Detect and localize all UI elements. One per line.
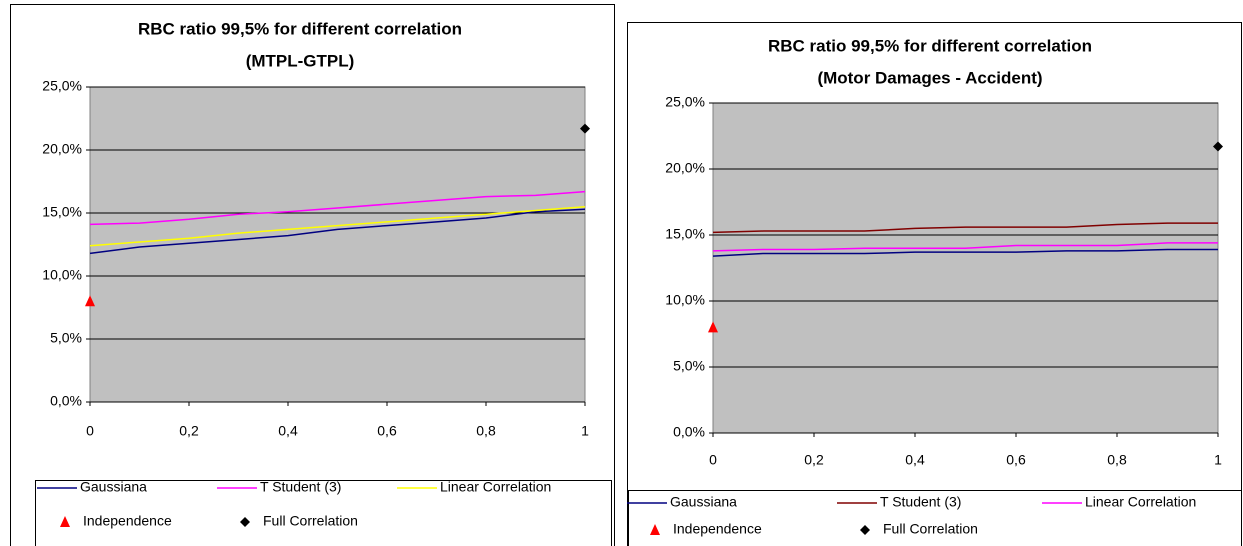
- x-tick-label: 0,2: [179, 423, 199, 439]
- x-tick-label: 0,2: [804, 452, 824, 468]
- legend-label: Independence: [83, 513, 172, 529]
- x-tick-label: 1: [1214, 452, 1222, 468]
- y-tick-label: 15,0%: [42, 204, 82, 220]
- point: [708, 321, 718, 333]
- point: [580, 123, 590, 134]
- legend-label: Linear Correlation: [1085, 494, 1196, 510]
- series-line: [89, 190, 586, 226]
- y-tick-label: 0,0%: [50, 393, 82, 409]
- legend-label: Independence: [673, 521, 762, 537]
- legend-label: T Student (3): [880, 494, 961, 510]
- chart-subtitle: (MTPL-GTPL): [246, 51, 355, 70]
- chart-title: RBC ratio 99,5% for different correlatio…: [138, 19, 462, 38]
- x-tick-label: 0,4: [278, 423, 298, 439]
- x-tick-label: 0,8: [476, 423, 496, 439]
- legend: [35, 480, 612, 546]
- x-tick-label: 0,6: [1006, 452, 1026, 468]
- y-tick-label: 15,0%: [665, 226, 705, 242]
- y-tick-label: 0,0%: [673, 424, 705, 440]
- y-tick-label: 25,0%: [665, 94, 705, 110]
- y-tick-label: 10,0%: [665, 292, 705, 308]
- x-tick-label: 0,6: [377, 423, 397, 439]
- legend-label: Gaussiana: [80, 479, 147, 495]
- legend-label: T Student (3): [260, 479, 341, 495]
- x-tick-label: 0: [709, 452, 717, 468]
- point: [1213, 141, 1223, 152]
- x-tick-label: 0,4: [905, 452, 925, 468]
- legend-label: Linear Correlation: [440, 479, 551, 495]
- legend-marker: [860, 525, 870, 535]
- x-tick-label: 0: [86, 423, 94, 439]
- legend-label: Gaussiana: [670, 494, 737, 510]
- legend-marker: [650, 524, 660, 535]
- series-line: [712, 222, 1218, 234]
- legend-marker: [240, 517, 250, 527]
- legend-label: Full Correlation: [883, 521, 978, 537]
- legend: [628, 490, 1242, 546]
- series-line: [712, 242, 1218, 252]
- point: [85, 295, 95, 307]
- chart-subtitle: (Motor Damages - Accident): [817, 68, 1042, 87]
- legend-label: Full Correlation: [263, 513, 358, 529]
- y-tick-label: 20,0%: [665, 160, 705, 176]
- y-tick-label: 25,0%: [42, 78, 82, 94]
- plot-area: [712, 102, 1219, 434]
- legend-marker: [60, 516, 70, 527]
- series-line: [712, 248, 1218, 257]
- series-line: [89, 208, 586, 255]
- y-tick-label: 5,0%: [673, 358, 705, 374]
- y-tick-label: 20,0%: [42, 141, 82, 157]
- chart-title: RBC ratio 99,5% for different correlatio…: [768, 36, 1092, 55]
- x-tick-label: 0,8: [1107, 452, 1127, 468]
- y-tick-label: 5,0%: [50, 330, 82, 346]
- y-tick-label: 10,0%: [42, 267, 82, 283]
- series-line: [89, 205, 586, 247]
- x-tick-label: 1: [581, 423, 589, 439]
